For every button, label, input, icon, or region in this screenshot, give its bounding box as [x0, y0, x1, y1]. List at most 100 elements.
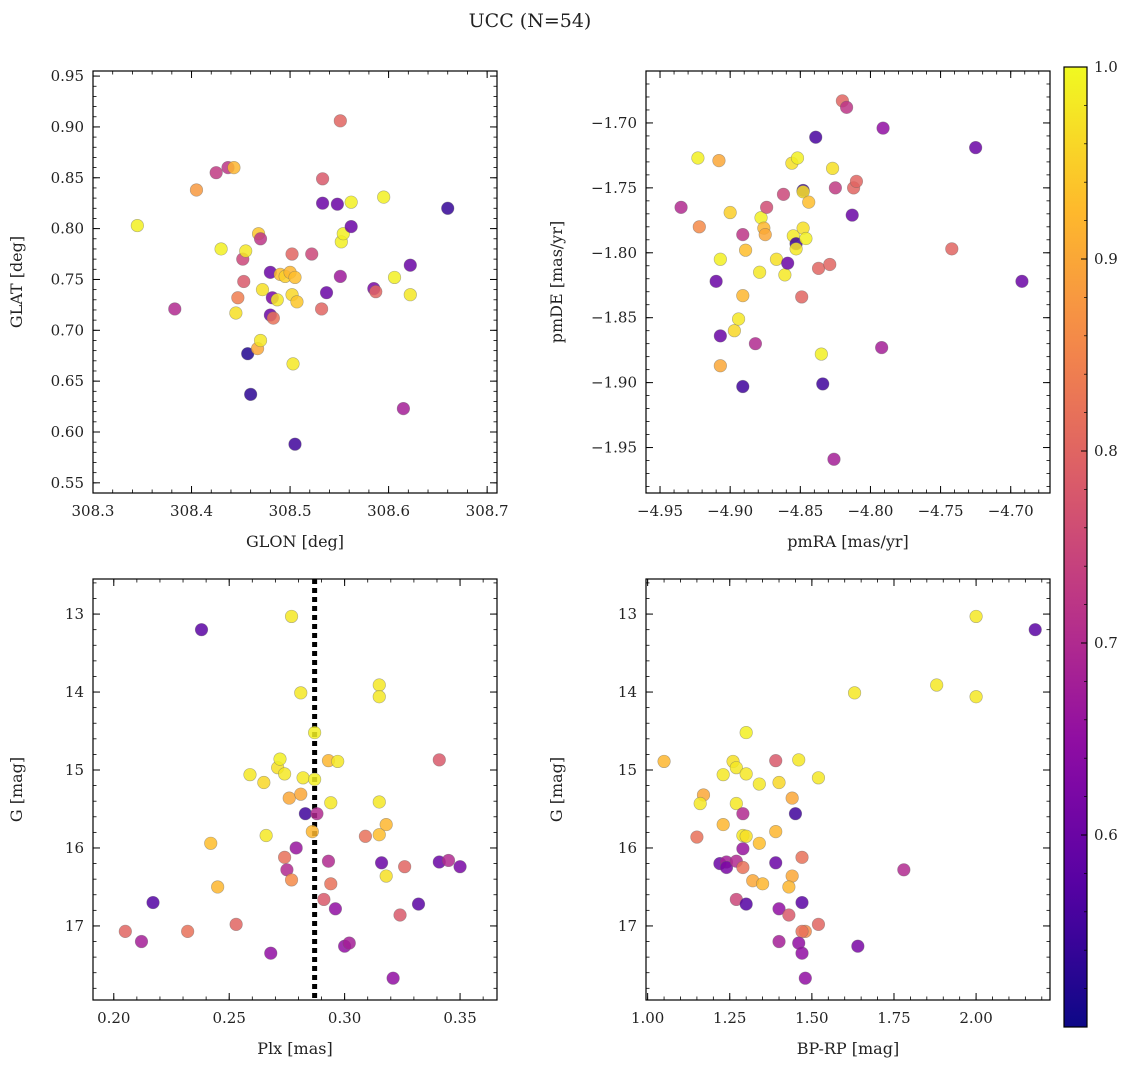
data-point [776, 187, 791, 201]
x-tick-label: 2.00 [959, 1009, 992, 1027]
data-point [897, 863, 911, 877]
data-point [969, 690, 983, 704]
data-point [264, 946, 278, 960]
data-point [825, 161, 840, 175]
data-point [782, 908, 796, 922]
data-point [713, 359, 727, 373]
data-point [209, 166, 223, 180]
data-point [396, 402, 410, 416]
data-point [827, 452, 841, 466]
data-point [387, 270, 402, 285]
data-point [214, 242, 228, 256]
data-point [308, 772, 322, 786]
y-tick-label: 14 [65, 683, 84, 701]
y-tick-label: 0.60 [51, 423, 84, 441]
y-axis-label: pmDE [mas/yr] [547, 221, 566, 344]
scatter-panels: 308.3 308.4 308.5 308.6 308.7 0.55 0.60 0.65 0.7… [7, 67, 1051, 1058]
data-point [319, 286, 334, 300]
data-point [369, 285, 383, 299]
y-tick-label: 0.75 [51, 270, 84, 288]
data-point [229, 917, 243, 931]
data-point [315, 172, 330, 186]
y-tick-label: 0.90 [51, 118, 84, 136]
data-point [393, 908, 407, 922]
data-point [716, 768, 730, 782]
data-point [828, 181, 842, 195]
data-point [752, 836, 766, 850]
data-point [809, 130, 823, 144]
y-tick-label: 17 [618, 917, 637, 935]
points [118, 609, 467, 985]
data-point [411, 897, 426, 911]
x-tick-label: 0.25 [213, 1009, 246, 1027]
data-point [756, 877, 770, 891]
data-point [785, 869, 799, 883]
y-tick-label: 16 [618, 839, 637, 857]
data-point [719, 860, 734, 875]
data-point [441, 853, 456, 868]
data-point [691, 151, 705, 165]
data-point [845, 208, 859, 222]
data-point [811, 261, 826, 275]
data-point [798, 971, 812, 985]
data-point [814, 347, 828, 361]
x-tick-label: −4.95 [637, 502, 683, 520]
y-tick-label: 0.65 [51, 372, 84, 390]
data-point [752, 777, 766, 791]
data-point [782, 880, 796, 894]
data-point [286, 357, 300, 371]
data-point [134, 934, 149, 949]
data-point [736, 807, 750, 821]
x-tick-label: −4.70 [988, 502, 1034, 520]
data-point [278, 850, 292, 864]
data-point [738, 243, 753, 257]
data-point [227, 161, 241, 175]
y-tick-label: 13 [618, 605, 637, 623]
data-point [969, 609, 983, 624]
data-point [788, 807, 803, 821]
x-tick-label: 308.4 [170, 502, 213, 520]
figure-title: UCC (N=54) [469, 10, 592, 32]
y-axis-label: GLAT [deg] [7, 236, 26, 328]
data-point [453, 860, 467, 874]
data-point [811, 771, 826, 785]
data-point [294, 787, 308, 801]
data-point [270, 293, 284, 307]
data-point [285, 247, 299, 261]
data-point [298, 807, 312, 821]
x-tick-label: −4.80 [847, 502, 893, 520]
data-point [211, 880, 225, 894]
data-point [731, 312, 746, 326]
x-tick-label: 308.7 [466, 502, 509, 520]
data-point [239, 244, 253, 258]
data-point [284, 609, 299, 624]
data-point [739, 767, 753, 781]
data-point [358, 829, 373, 843]
data-point [308, 725, 322, 740]
data-point [374, 856, 389, 870]
x-tick-label: −4.75 [918, 502, 964, 520]
data-point [690, 830, 704, 844]
points [130, 114, 455, 451]
data-point [255, 283, 270, 297]
y-tick-label: 16 [65, 839, 84, 857]
data-point [194, 623, 209, 637]
data-point [259, 828, 273, 843]
points [674, 94, 1029, 466]
data-point [324, 877, 338, 891]
data-point [146, 895, 160, 910]
scatter-panel-3: 0.20 0.25 0.30 0.35 13 14 15 16 17 Plx [mas] G [ma… [7, 578, 498, 1058]
data-point [403, 258, 417, 272]
x-tick-label: 308.5 [269, 502, 312, 520]
data-point [386, 971, 400, 985]
data-point [118, 924, 132, 938]
scatter-panel-2: −4.95 −4.90 −4.85 −4.80 −4.75 −4.70 −1.95 −1.90… [547, 70, 1051, 551]
data-point [372, 678, 386, 692]
data-point [288, 270, 302, 285]
y-tick-label: 13 [65, 605, 84, 623]
data-point [716, 817, 730, 832]
data-point [758, 228, 772, 242]
data-point [342, 936, 356, 950]
colorbar-tick-label: 0.8 [1094, 442, 1118, 460]
x-tick-label: 0.30 [328, 1009, 361, 1027]
